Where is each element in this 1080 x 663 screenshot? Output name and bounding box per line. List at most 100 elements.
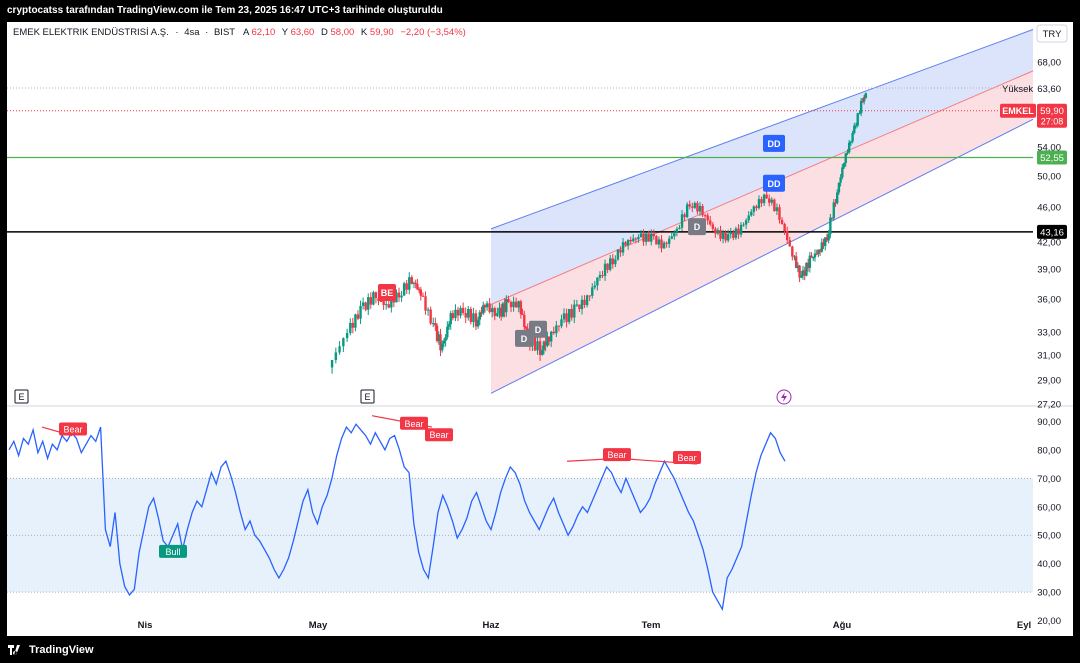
rsi-tick: 40,00 [1037,559,1061,570]
candle-body [408,277,411,290]
time-tick: Tem [642,620,661,631]
candle-body [524,326,528,329]
candle-body [611,258,614,265]
divergence-label[interactable]: Bull [159,544,187,558]
divergence-label[interactable]: Bear [59,422,87,436]
candle-body [696,203,699,212]
price-pane[interactable] [7,29,1034,394]
rsi-line[interactable] [8,423,786,612]
candle-body [570,308,573,318]
candle-body [683,214,686,218]
candle-body [498,307,501,313]
candle-body [791,246,794,257]
channel-top-line[interactable] [490,29,1034,230]
signal-text: D [535,325,542,335]
signal-label[interactable]: DD [763,134,785,152]
candle-body [841,167,844,178]
candle-body [439,334,442,351]
candle-body [844,153,847,163]
candle-body [626,239,630,246]
signal-label[interactable]: D [688,218,706,236]
level-tag[interactable]: 52,55 [1037,150,1067,165]
event-marker-box [14,389,29,404]
candle-body [742,224,745,226]
channel-bottom-line[interactable] [490,118,1034,394]
candle-body [706,215,709,221]
candle-body [583,299,586,306]
event-marker[interactable]: E [14,389,29,404]
candle-body [474,313,478,327]
event-marker[interactable]: E [360,389,375,404]
currency-button[interactable]: TRY [1036,24,1068,43]
candle-body [361,302,365,306]
candle-body [798,265,801,278]
candle-body [412,282,416,284]
candle-body [614,259,617,265]
lightning-icon-bolt [781,392,787,402]
tradingview-logo-icon[interactable] [8,644,24,655]
candle-body [598,275,602,278]
candle-body [434,323,437,326]
footer-brand[interactable]: TradingView [29,643,94,656]
candle-body [815,253,818,255]
candle-body [351,322,355,328]
candle-body [639,233,643,238]
lightning-icon[interactable] [776,389,792,405]
candle-body [424,296,427,311]
candle-body [726,234,730,241]
candle-body [770,199,773,203]
candle-body [660,239,663,249]
candle-body [846,152,849,154]
divergence-label[interactable]: Bear [400,416,428,430]
signal-label[interactable]: D [515,329,533,347]
divergence-label[interactable]: Bear [603,448,631,462]
legend-interval: 4sa [184,27,200,38]
event-marker-text: E [18,392,24,402]
candle-body [606,263,609,270]
candle-body [670,236,673,239]
rsi-tick: 20,00 [1037,616,1061,627]
candle-body [405,283,408,290]
candle-body [591,287,594,296]
signal-label[interactable]: BE [378,284,396,301]
candle-body [483,305,487,308]
signal-text: DD [768,179,781,189]
level-tag[interactable]: 43,16 [1037,224,1067,239]
footer-bar: TradingView [0,636,1080,663]
candle-body [842,162,846,168]
symbol-tag-bg [1000,103,1036,118]
high-line-label: Yüksek [1002,84,1033,95]
candle-body [397,292,401,298]
divergence-label[interactable]: Bear [425,428,453,442]
signal-label[interactable]: DD [763,174,785,192]
price-tick: 27,20 [1037,400,1061,411]
signal-badge [529,320,547,338]
candle-body [616,249,620,260]
price-tick: 39,00 [1037,265,1061,276]
candle-body [533,336,537,351]
candle-body [359,305,362,319]
channel-mid-line[interactable] [490,70,1034,305]
legend-high-value: 63,60 [291,27,315,38]
signal-badge [763,134,785,152]
signal-label[interactable]: D [529,320,547,338]
candle-body [755,206,758,209]
symbol-tag-text: EMKEL [1002,106,1034,116]
candle-body [338,346,341,353]
time-tick: May [309,620,328,631]
candle-body [711,224,715,229]
candle-body [426,309,430,311]
rsi-pane[interactable] [7,415,1033,612]
price-tick: 46,00 [1037,203,1061,214]
event-marker-box [360,389,375,404]
divergence-badge [159,544,187,558]
candle-body [647,233,650,242]
chart-area[interactable]: 27,20 29,00 31,00 33,00 36,00 39,00 42,00 46,00… [7,22,1073,636]
candle-body [724,232,727,241]
candle-body [800,275,803,278]
candle-body [773,199,776,212]
candle-body [364,302,367,310]
divergence-label[interactable]: Bear [673,450,701,464]
candle-body [698,205,702,212]
